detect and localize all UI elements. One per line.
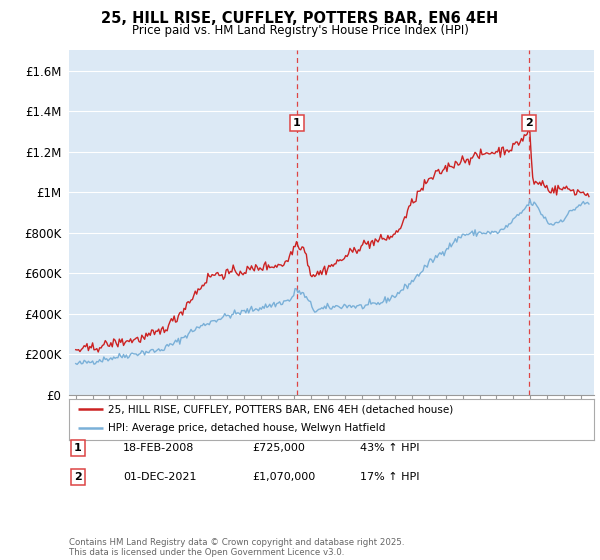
- Text: 25, HILL RISE, CUFFLEY, POTTERS BAR, EN6 4EH (detached house): 25, HILL RISE, CUFFLEY, POTTERS BAR, EN6…: [109, 404, 454, 414]
- Text: 43% ↑ HPI: 43% ↑ HPI: [360, 443, 419, 453]
- Text: 01-DEC-2021: 01-DEC-2021: [123, 472, 197, 482]
- Text: 2: 2: [74, 472, 82, 482]
- Text: Contains HM Land Registry data © Crown copyright and database right 2025.
This d: Contains HM Land Registry data © Crown c…: [69, 538, 404, 557]
- Text: HPI: Average price, detached house, Welwyn Hatfield: HPI: Average price, detached house, Welw…: [109, 423, 386, 433]
- Text: 1: 1: [293, 118, 301, 128]
- Text: 18-FEB-2008: 18-FEB-2008: [123, 443, 194, 453]
- Text: Price paid vs. HM Land Registry's House Price Index (HPI): Price paid vs. HM Land Registry's House …: [131, 24, 469, 37]
- Text: £1,070,000: £1,070,000: [252, 472, 315, 482]
- Text: £725,000: £725,000: [252, 443, 305, 453]
- Text: 1: 1: [74, 443, 82, 453]
- Text: 17% ↑ HPI: 17% ↑ HPI: [360, 472, 419, 482]
- Text: 25, HILL RISE, CUFFLEY, POTTERS BAR, EN6 4EH: 25, HILL RISE, CUFFLEY, POTTERS BAR, EN6…: [101, 11, 499, 26]
- Text: 2: 2: [525, 118, 533, 128]
